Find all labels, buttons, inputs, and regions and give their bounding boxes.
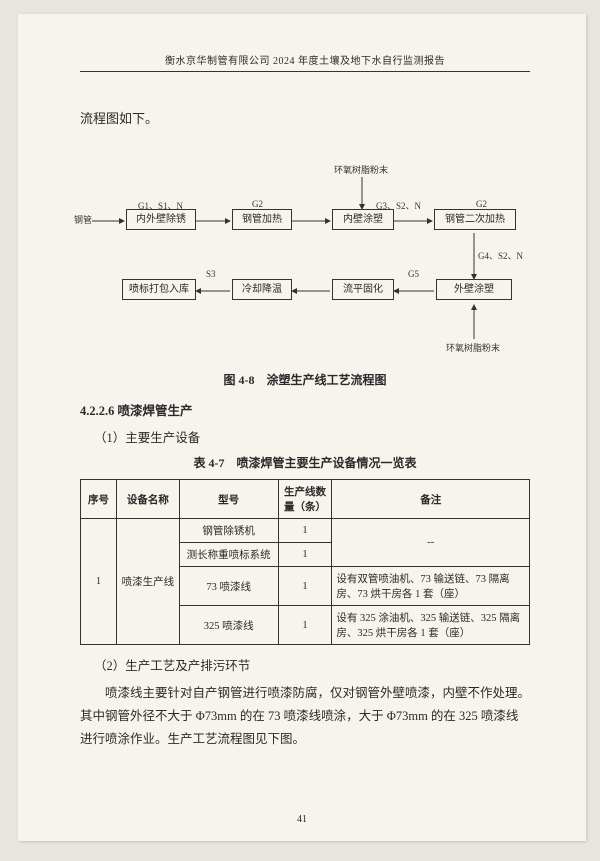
- td-r2c4: 设有双管喷油机、73 输送链、73 隔离房、73 烘干房各 1 套（座）: [332, 567, 530, 606]
- edge-label-e8: S3: [206, 269, 216, 279]
- td-name: 喷漆生产线: [116, 519, 179, 645]
- flowchart: 钢管 环氧树脂粉末 环氧树脂粉末 G1、S1、N G2 G3、S2、N G2 G…: [80, 141, 530, 361]
- section-heading: 4.2.2.6 喷漆焊管生产: [80, 400, 530, 419]
- th-c1: 设备名称: [116, 480, 179, 519]
- th-c3: 生产线数量（条）: [278, 480, 332, 519]
- th-c0: 序号: [81, 480, 117, 519]
- equipment-table: 序号 设备名称 型号 生产线数量（条） 备注 1 喷漆生产线 钢管除锈机 1 -…: [80, 479, 530, 645]
- page-number: 41: [18, 814, 586, 825]
- th-c4: 备注: [332, 480, 530, 519]
- td-idx: 1: [81, 519, 117, 645]
- td-r2c2: 73 喷漆线: [179, 567, 278, 606]
- node-n1: 内外壁除锈: [126, 209, 196, 230]
- td-r1c3: 1: [278, 543, 332, 567]
- running-head: 衡水京华制管有限公司 2024 年度土壤及地下水自行监测报告: [80, 52, 530, 72]
- edge-label-e5: G4、S2、N: [478, 249, 523, 262]
- td-r0c3: 1: [278, 519, 332, 543]
- td-r3c2: 325 喷漆线: [179, 606, 278, 645]
- table-row: 1 喷漆生产线 钢管除锈机 1 --: [81, 519, 530, 543]
- node-n6: 流平固化: [332, 279, 394, 300]
- node-n3: 内壁涂塑: [332, 209, 394, 230]
- intro-text: 流程图如下。: [80, 108, 530, 127]
- node-n8: 喷标打包入库: [122, 279, 196, 300]
- th-c2: 型号: [179, 480, 278, 519]
- node-n2: 钢管加热: [232, 209, 292, 230]
- flow-input-label: 钢管: [74, 213, 92, 226]
- td-r3c3: 1: [278, 606, 332, 645]
- subheading-2: （2）生产工艺及产排污环节: [94, 655, 530, 674]
- edge-label-e6: G5: [408, 269, 419, 279]
- td-r1c2: 测长称重喷标系统: [179, 543, 278, 567]
- flow-arrows: [80, 141, 540, 361]
- td-r01-note: --: [332, 519, 530, 567]
- table-caption: 表 4-7 喷漆焊管主要生产设备情况一览表: [80, 454, 530, 471]
- page-container: 衡水京华制管有限公司 2024 年度土壤及地下水自行监测报告 流程图如下。 钢管…: [18, 14, 586, 841]
- node-n5: 外壁涂塑: [436, 279, 512, 300]
- table-header-row: 序号 设备名称 型号 生产线数量（条） 备注: [81, 480, 530, 519]
- td-r3c4: 设有 325 涂油机、325 输送链、325 隔离房、325 烘干房各 1 套（…: [332, 606, 530, 645]
- node-n4: 钢管二次加热: [434, 209, 516, 230]
- subheading-1: （1）主要生产设备: [94, 427, 530, 446]
- powder-bottom-label: 环氧树脂粉末: [446, 341, 500, 354]
- edge-label-e2: G2: [252, 199, 263, 209]
- body-paragraph: 喷漆线主要针对自产钢管进行喷漆防腐，仅对钢管外壁喷漆，内壁不作处理。其中钢管外径…: [80, 682, 530, 751]
- edge-label-e4: G2: [476, 199, 487, 209]
- figure-caption: 图 4-8 涂塑生产线工艺流程图: [80, 371, 530, 388]
- td-r0c2: 钢管除锈机: [179, 519, 278, 543]
- powder-top-label: 环氧树脂粉末: [334, 163, 388, 176]
- td-r2c3: 1: [278, 567, 332, 606]
- node-n7: 冷却降温: [232, 279, 292, 300]
